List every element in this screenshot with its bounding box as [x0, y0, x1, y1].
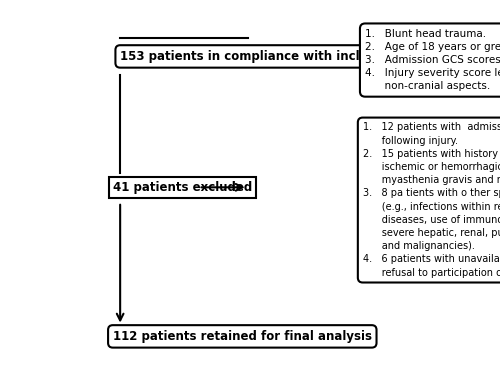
- Text: 1.   12 patients with  admission time exceeding 12 hours
      following injury.: 1. 12 patients with admission time excee…: [362, 122, 500, 278]
- Text: 153 patients in compliance with inclusion criteria: 153 patients in compliance with inclusio…: [120, 50, 448, 63]
- Text: 112 patients retained for final analysis: 112 patients retained for final analysis: [113, 330, 372, 343]
- Text: 41 patients excluded: 41 patients excluded: [113, 181, 252, 194]
- Text: 1.   Blunt head trauma.
2.   Age of 18 years or greater.
3.   Admission GCS scor: 1. Blunt head trauma. 2. Age of 18 years…: [365, 29, 500, 92]
